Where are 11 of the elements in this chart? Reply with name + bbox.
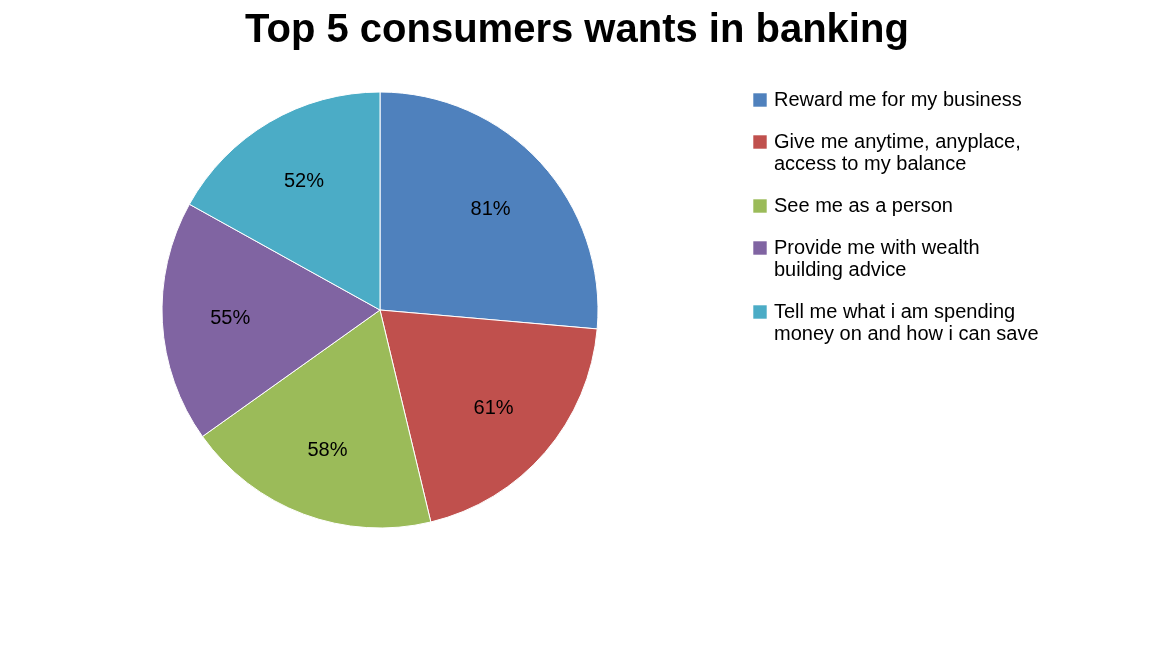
chart-title: Top 5 consumers wants in banking bbox=[245, 6, 909, 50]
legend-label: Reward me for my business bbox=[774, 88, 1022, 110]
legend-label: Tell me what i am spending money on and how i can save bbox=[774, 300, 1039, 344]
legend-label: Give me anytime, anyplace, access to my balance bbox=[774, 130, 1021, 174]
data-label: 61% bbox=[473, 395, 514, 418]
legend-label: See me as a person bbox=[774, 194, 953, 216]
data-label: 55% bbox=[210, 306, 251, 329]
legend-label: Provide me with wealth building advice bbox=[774, 236, 980, 280]
data-label: 58% bbox=[307, 438, 348, 461]
data-label: 52% bbox=[283, 168, 325, 191]
data-label: 81% bbox=[470, 196, 511, 219]
